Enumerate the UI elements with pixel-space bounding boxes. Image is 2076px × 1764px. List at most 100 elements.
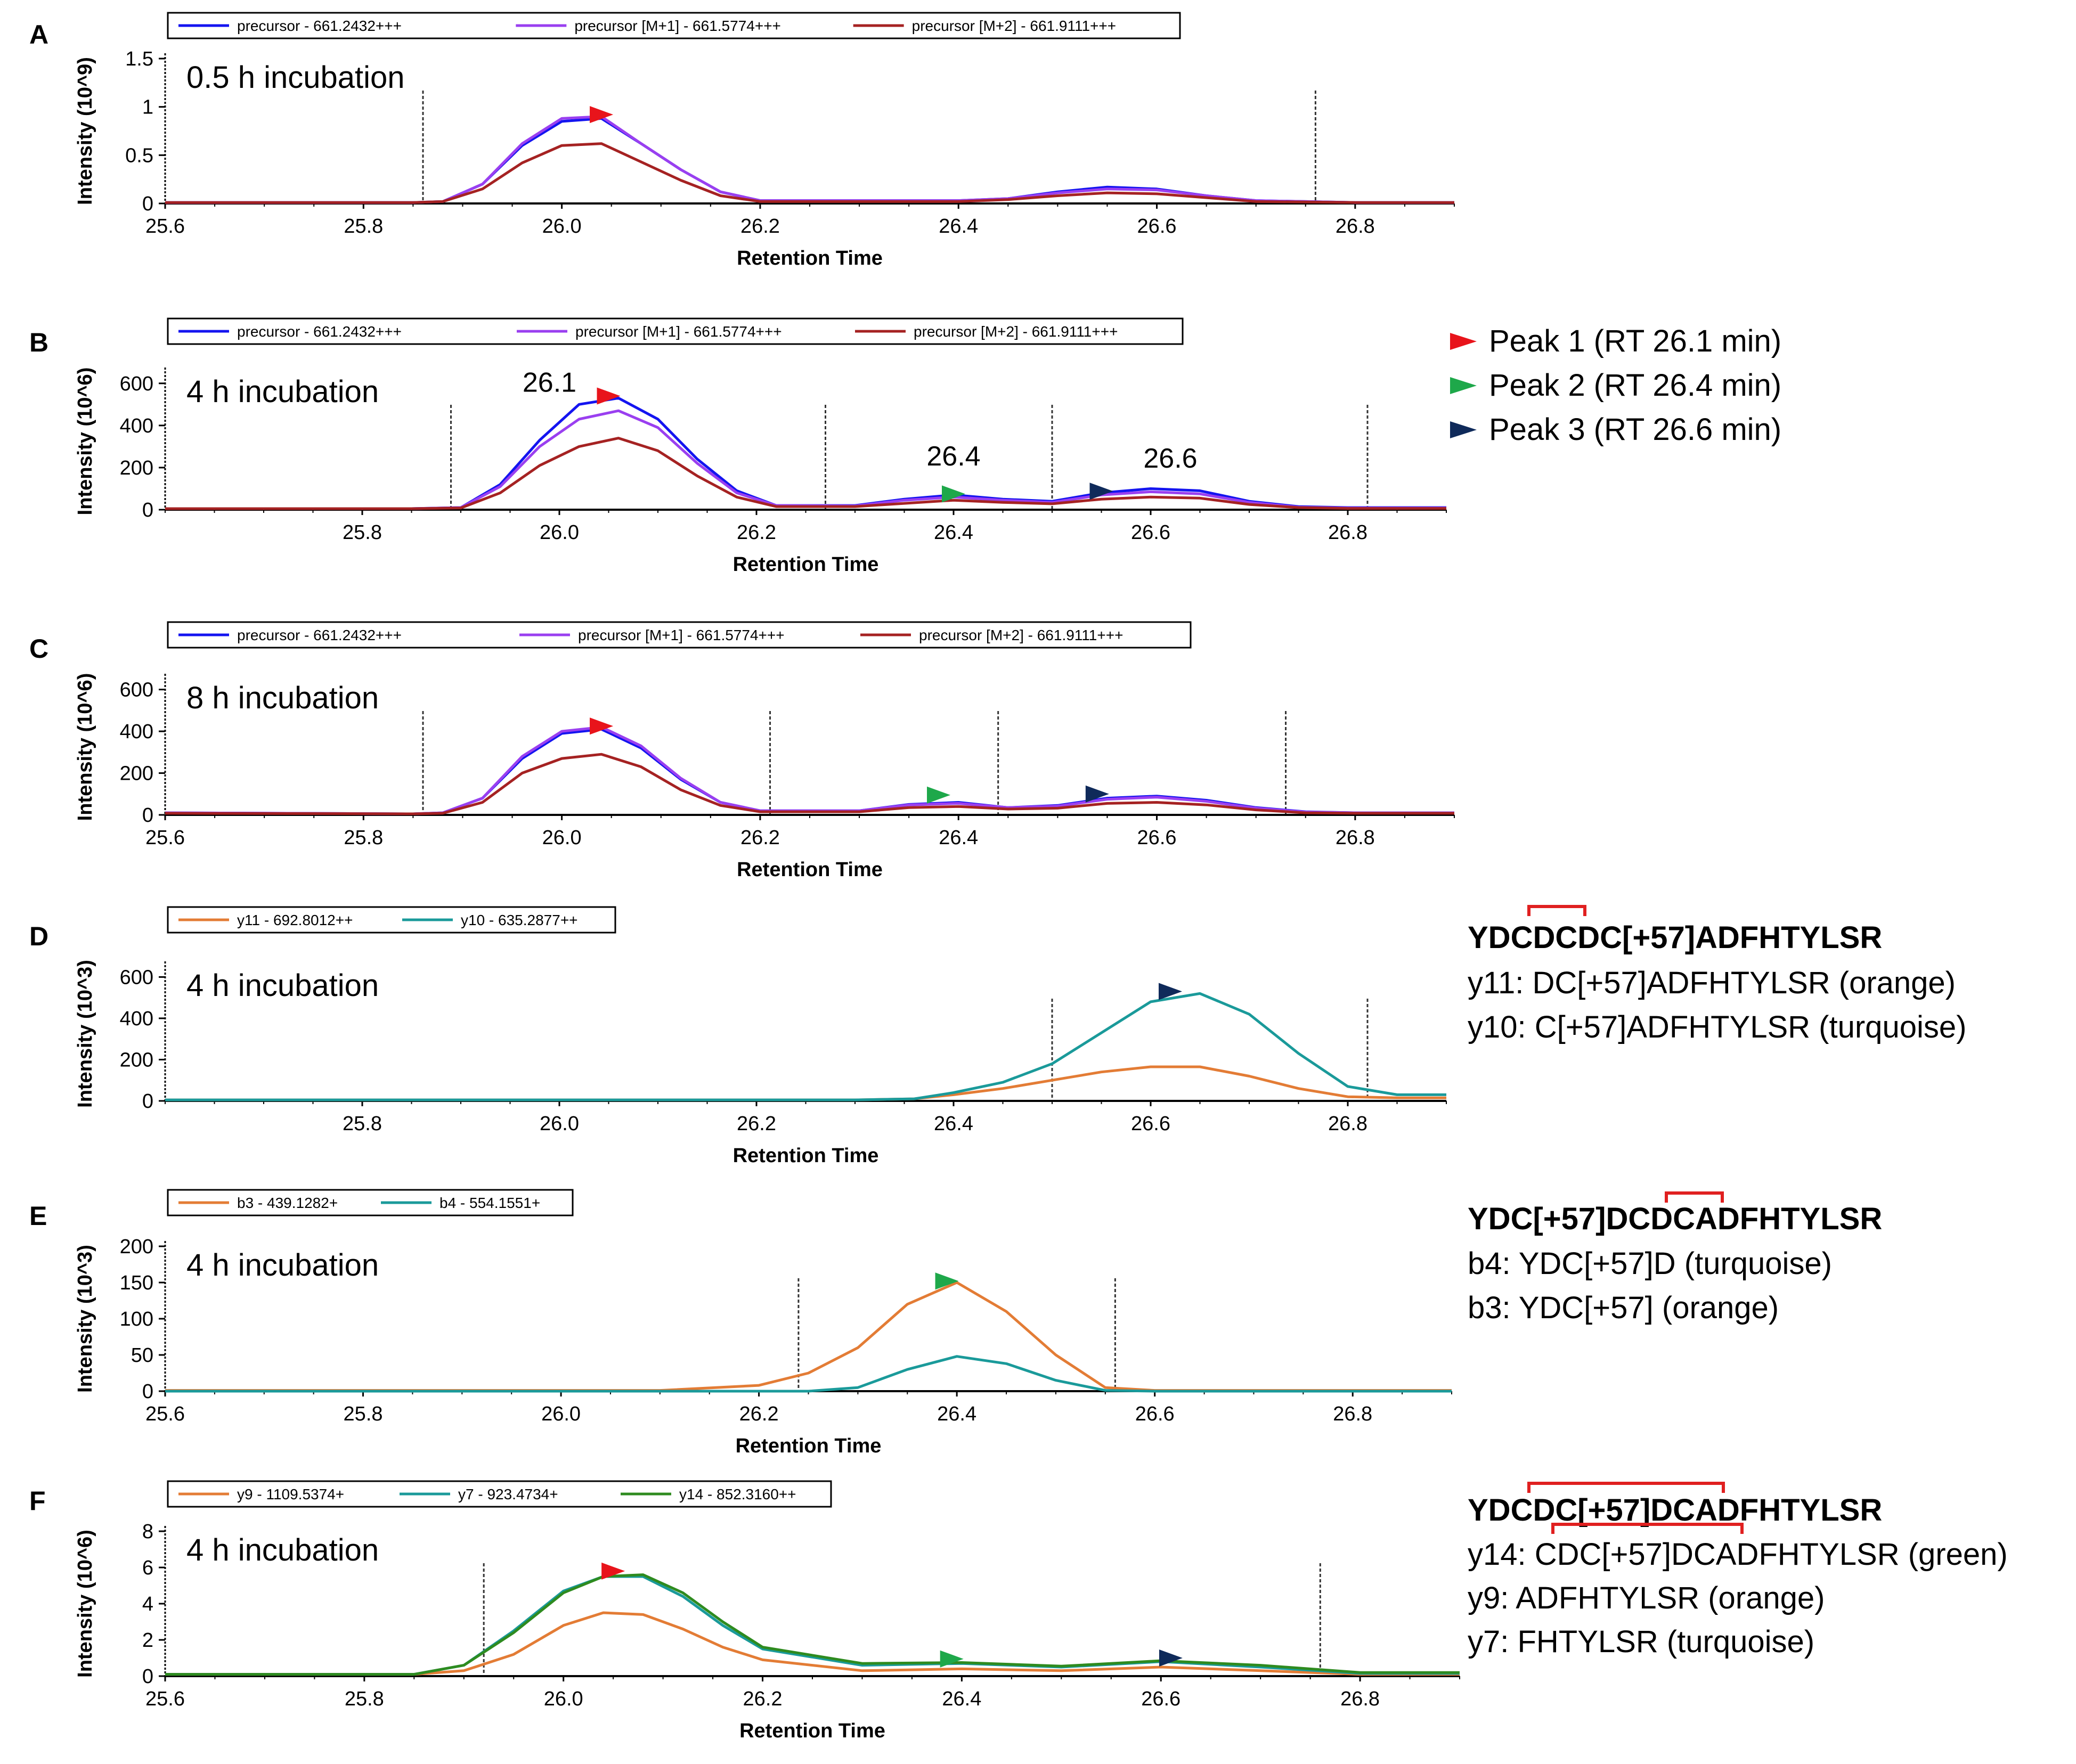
disulfide-bracket: [1527, 1482, 1725, 1493]
x-axis-title: Retention Time: [733, 553, 879, 576]
series-legend: precursor - 661.2432+++ precursor [M+1] -…: [167, 12, 1181, 39]
series-legend: y9 - 1109.5374+ y7 - 923.4734+ y14 - 852.3…: [167, 1480, 832, 1508]
panel-b: B 0 200 400 600 25.8 26.0 26.2 26.4 26.6 26.8 Reten…: [29, 317, 1447, 576]
x-tick-label: 26.4: [939, 215, 978, 238]
panel-f: F 0 2 4 6 8 25.6 25.8 26.0 26.2 26.4 26.6 26.8 Retent…: [29, 1480, 1460, 1742]
legend-entry: y11 - 692.8012++: [237, 912, 353, 928]
annotation-d-line-2: y10: C[+57]ADFHTYLSR (turquoise): [1468, 1010, 1966, 1044]
x-tick-label: 26.6: [1131, 521, 1170, 544]
peak-marker: [590, 106, 614, 124]
x-tick-label: 26.2: [743, 1688, 783, 1710]
incubation-label: 4 h incubation: [186, 1248, 379, 1283]
y-axis-title: Intensity (10^3): [74, 960, 96, 1108]
panel-c: C 0 200 400 600 25.6 25.8 26.0 26.2 26.4 26.6 26.8 R…: [29, 621, 1455, 881]
series-line: [165, 115, 1454, 204]
y-axis-title: Intensity (10^6): [74, 368, 96, 516]
series-legend: precursor - 661.2432+++ precursor [M+1] -…: [167, 317, 1184, 345]
x-tick-label: 26.4: [939, 827, 978, 849]
panel-label: E: [29, 1201, 47, 1231]
y-tick-label: 200: [120, 1236, 153, 1258]
series-line: [165, 1611, 1460, 1676]
legend-entry: precursor - 661.2432+++: [237, 323, 402, 340]
y-tick-label: 8: [142, 1521, 153, 1543]
x-tick-label: 25.6: [145, 215, 185, 238]
x-tick-label: 26.6: [1141, 1688, 1181, 1710]
y-tick-label: 0: [142, 499, 153, 521]
annotation-e: YDC[+57]DCDCADFHTYLSR b4: YDC[+57]D (tur…: [1468, 1191, 1882, 1325]
y-tick-label: 0: [142, 804, 153, 827]
panel-label: C: [29, 634, 48, 664]
panel-label: F: [29, 1486, 46, 1516]
peak-marker: [1159, 1649, 1183, 1667]
panel-d: D 0 200 400 600 25.8 26.0 26.2 26.4 26.6 26.8 Reten…: [29, 906, 1447, 1167]
legend-box: [167, 1480, 832, 1508]
annotation-f: YDCDC[+57]DCADFHTYLSR y14: CDC[+57]DCADF…: [1468, 1482, 2008, 1659]
y-axis-title: Intensity (10^6): [74, 673, 96, 821]
series-line: [165, 1065, 1446, 1101]
legend-entry: precursor - 661.2432+++: [237, 18, 402, 34]
series-line: [165, 1281, 1452, 1392]
x-tick-label: 25.8: [343, 521, 382, 544]
legend-entry: precursor [M+2] - 661.9111+++: [912, 18, 1116, 34]
annotation-f-line-3: y7: FHTYLSR (turquoise): [1468, 1624, 1814, 1659]
x-tick-label: 26.8: [1336, 827, 1375, 849]
legend-entry: precursor [M+1] - 661.5774+++: [578, 627, 785, 643]
peak-rt-label: 26.4: [926, 441, 980, 472]
x-tick-label: 26.0: [540, 521, 579, 544]
x-tick-label: 26.2: [737, 521, 776, 544]
series-line: [165, 1573, 1460, 1676]
peak-2-marker-icon: [1450, 377, 1477, 394]
x-tick-label: 25.8: [344, 1403, 383, 1425]
y-tick-label: 600: [120, 373, 153, 395]
disulfide-bracket: [1551, 1523, 1744, 1534]
x-tick-label: 25.6: [145, 827, 185, 849]
legend-entry: precursor [M+1] - 661.5774+++: [574, 18, 781, 34]
legend-entry: precursor [M+1] - 661.5774+++: [575, 323, 782, 340]
y-axis-title: Intensity (10^6): [74, 1530, 96, 1678]
y-tick-label: 400: [120, 415, 153, 437]
legend-box: [167, 1189, 574, 1216]
y-tick-label: 2: [142, 1629, 153, 1652]
legend-box: [167, 621, 1192, 649]
x-axis-title: Retention Time: [733, 1145, 879, 1167]
x-axis-title: Retention Time: [737, 247, 883, 270]
x-tick-label: 25.8: [345, 1688, 384, 1710]
disulfide-bracket: [1527, 905, 1586, 916]
incubation-label: 4 h incubation: [186, 374, 379, 409]
peak-marker: [927, 786, 950, 804]
peak-marker: [601, 1562, 625, 1580]
peak-legend-1: Peak 1 (RT 26.1 min): [1489, 324, 1781, 358]
x-tick-label: 25.6: [145, 1403, 185, 1425]
disulfide-bracket: [1665, 1191, 1724, 1203]
series-line: [165, 409, 1446, 510]
y-tick-label: 150: [120, 1272, 153, 1294]
legend-entry: b4 - 554.1551+: [439, 1195, 540, 1211]
peak-marker: [1089, 483, 1113, 500]
annotation-d-line-1: y11: DC[+57]ADFHTYLSR (orange): [1468, 966, 1956, 1000]
annotation-e-line-2: b3: YDC[+57] (orange): [1468, 1291, 1779, 1325]
annotation-d: YDCDCDC[+57]ADFHTYLSR y11: DC[+57]ADFHTY…: [1468, 905, 1966, 1044]
x-axis-title: Retention Time: [737, 859, 883, 881]
y-tick-label: 0: [142, 193, 153, 215]
series-line: [165, 396, 1446, 510]
series-line: [165, 1575, 1460, 1676]
y-tick-label: 200: [120, 457, 153, 479]
annotation-e-line-1: b4: YDC[+57]D (turquoise): [1468, 1246, 1832, 1281]
y-tick-label: 200: [120, 1049, 153, 1071]
x-tick-label: 26.8: [1340, 1688, 1380, 1710]
x-tick-label: 26.2: [737, 1113, 776, 1135]
x-tick-label: 26.8: [1333, 1403, 1372, 1425]
legend-box: [167, 12, 1181, 39]
x-tick-label: 26.0: [542, 215, 582, 238]
x-axis-title: Retention Time: [736, 1435, 882, 1457]
peak-marker: [942, 485, 965, 503]
peak-marker: [590, 717, 614, 735]
legend-box: [167, 317, 1184, 345]
y-tick-label: 0.5: [125, 144, 153, 167]
series-line: [165, 728, 1454, 815]
x-tick-label: 26.2: [740, 827, 780, 849]
x-tick-label: 26.8: [1328, 521, 1367, 544]
series-line: [165, 117, 1454, 204]
x-tick-label: 26.8: [1328, 1113, 1367, 1135]
